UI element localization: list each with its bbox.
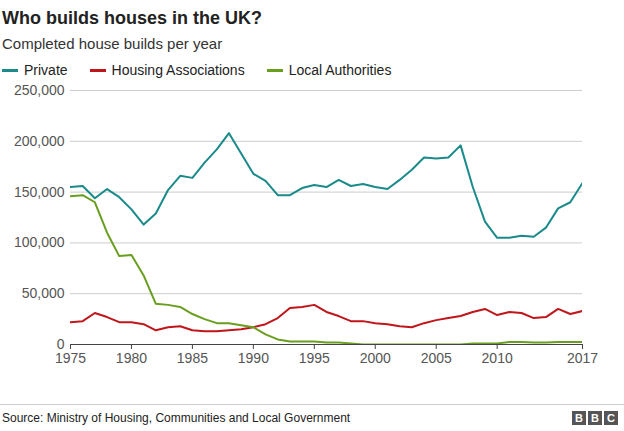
html-text:Who builds houses in the UK?: Who builds houses in the UK? [2, 8, 262, 28]
svg-text:2017: 2017 [567, 350, 598, 366]
html-text:B: B [575, 412, 583, 424]
html-text:Completed house builds per yea: Completed house builds per year [2, 35, 223, 52]
svg-text:1995: 1995 [299, 350, 330, 366]
svg-text:1985: 1985 [177, 350, 208, 366]
svg-text:1975: 1975 [55, 350, 86, 366]
html-text:Source: Ministry of Housing, C: Source: Ministry of Housing, Communities… [2, 411, 351, 425]
svg-text:150,000: 150,000 [14, 184, 65, 200]
svg-text:2000: 2000 [360, 350, 391, 366]
html-text:Private: Private [24, 62, 68, 78]
svg-text:100,000: 100,000 [14, 234, 65, 250]
html-text:B: B [591, 412, 599, 424]
svg-text:50,000: 50,000 [22, 285, 65, 301]
html-text:Local Authorities: Local Authorities [288, 62, 392, 78]
svg-text:0: 0 [56, 336, 65, 352]
svg-text:2005: 2005 [421, 350, 452, 366]
html-text:C: C [607, 412, 615, 424]
svg-text:250,000: 250,000 [14, 82, 65, 98]
svg-text:1990: 1990 [238, 350, 269, 366]
html-text:Housing Associations: Housing Associations [111, 62, 245, 78]
svg-text:1980: 1980 [116, 350, 147, 366]
svg-text:2010: 2010 [482, 350, 513, 366]
svg-text:200,000: 200,000 [14, 133, 65, 149]
